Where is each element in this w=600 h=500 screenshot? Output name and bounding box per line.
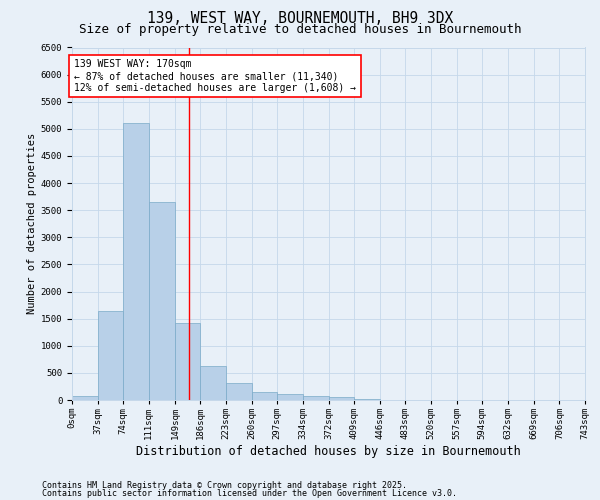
Bar [123, 124, 149, 400]
Bar [200, 366, 226, 400]
Text: Contains HM Land Registry data © Crown copyright and database right 2025.: Contains HM Land Registry data © Crown c… [42, 481, 407, 490]
Bar [251, 392, 277, 400]
Text: Size of property relative to detached houses in Bournemouth: Size of property relative to detached ho… [79, 22, 521, 36]
Text: 139 WEST WAY: 170sqm
← 87% of detached houses are smaller (11,340)
12% of semi-d: 139 WEST WAY: 170sqm ← 87% of detached h… [74, 60, 356, 92]
Bar [175, 323, 200, 400]
Bar [149, 202, 175, 400]
Bar [226, 383, 251, 400]
Bar [302, 396, 329, 400]
X-axis label: Distribution of detached houses by size in Bournemouth: Distribution of detached houses by size … [136, 445, 521, 458]
Bar [72, 396, 98, 400]
Bar [355, 399, 380, 400]
Bar [329, 398, 355, 400]
Y-axis label: Number of detached properties: Number of detached properties [26, 133, 37, 314]
Text: 139, WEST WAY, BOURNEMOUTH, BH9 3DX: 139, WEST WAY, BOURNEMOUTH, BH9 3DX [147, 11, 453, 26]
Bar [98, 310, 123, 400]
Text: Contains public sector information licensed under the Open Government Licence v3: Contains public sector information licen… [42, 489, 457, 498]
Bar [277, 394, 302, 400]
